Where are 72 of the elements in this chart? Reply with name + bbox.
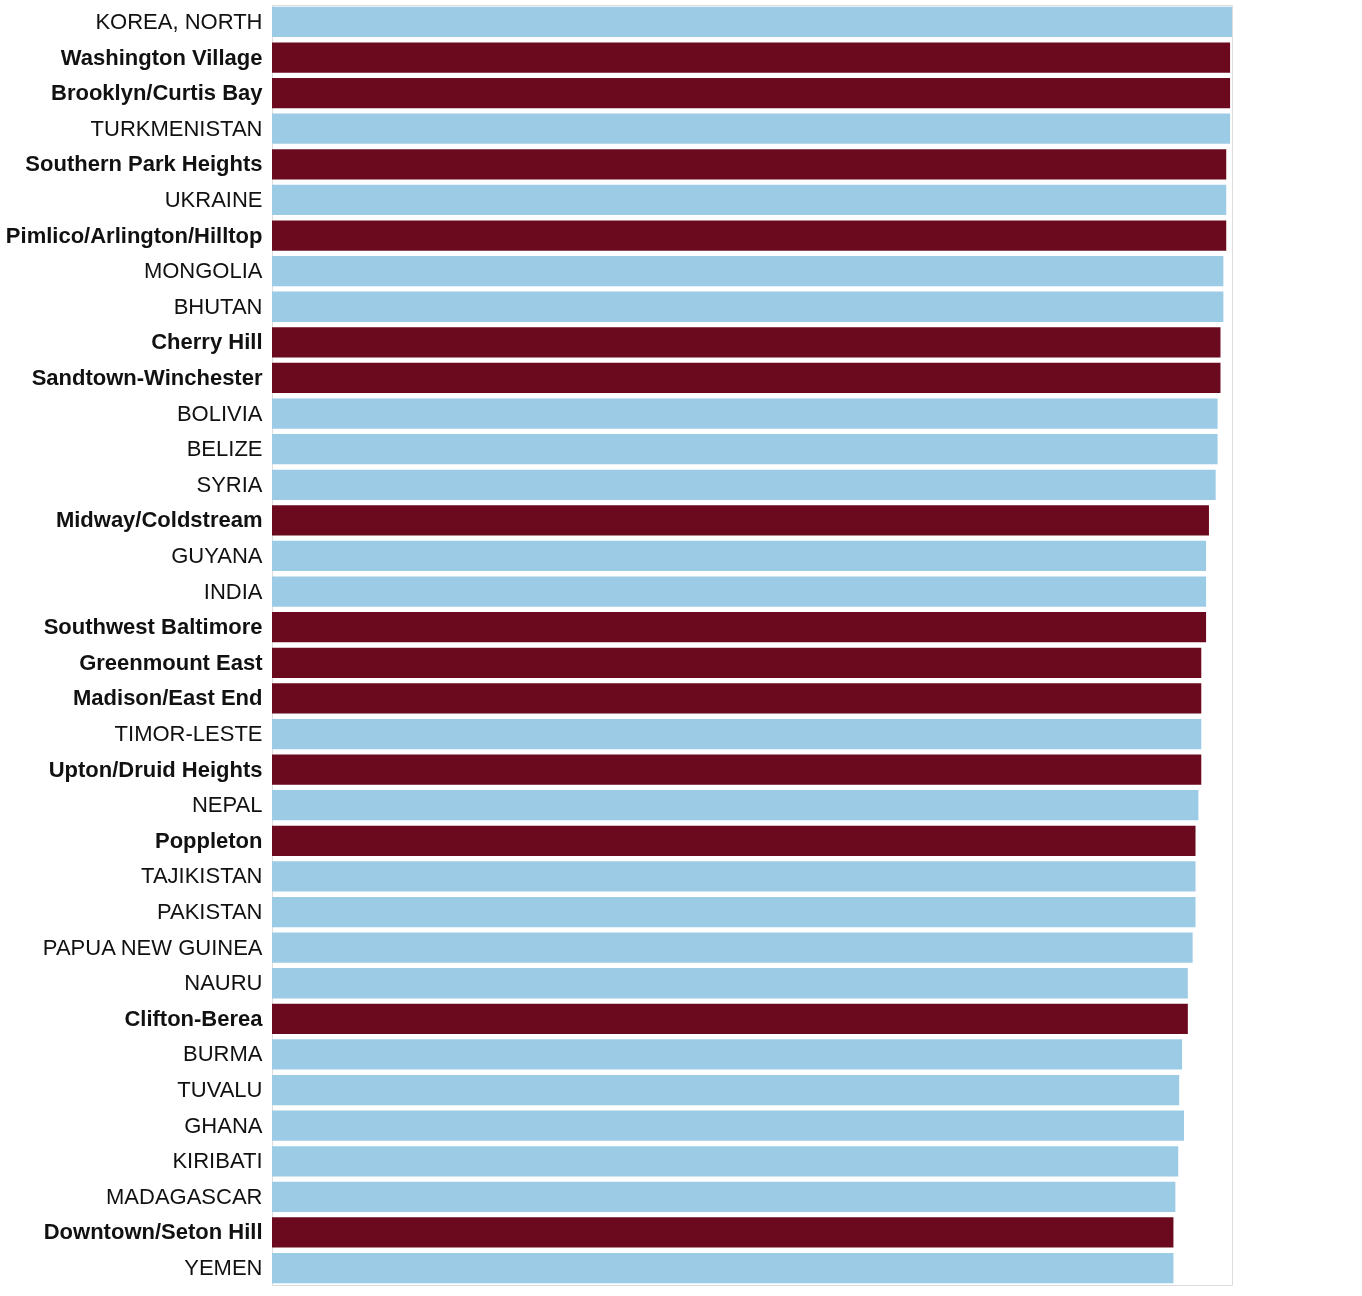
bar (272, 327, 1221, 358)
bar (272, 184, 1227, 216)
y-tick-label: Upton/Druid Heights (48, 756, 263, 782)
bar (272, 576, 1207, 607)
bar (272, 469, 1216, 500)
bar (272, 220, 1227, 251)
y-tick-label: TURKMENISTAN (90, 115, 263, 141)
y-tick-label: NAURU (184, 970, 263, 996)
y-tick-label: MADAGASCAR (106, 1183, 263, 1209)
y-tick-label: Cherry Hill (151, 329, 263, 355)
y-tick-label: TAJIKISTAN (141, 863, 263, 889)
y-tick-label: Poppleton (154, 827, 263, 853)
bar (272, 540, 1207, 572)
bar (272, 398, 1218, 429)
y-tick-label: YEMEN (184, 1255, 263, 1281)
bar (272, 256, 1224, 287)
bar (272, 1252, 1174, 1284)
y-tick-label: Greenmount East (79, 649, 264, 675)
bar (272, 1039, 1183, 1070)
y-tick-label: NEPAL (191, 792, 263, 818)
bar (272, 1217, 1174, 1248)
y-tick-label: SYRIA (196, 471, 263, 497)
bar (272, 754, 1202, 785)
y-tick-label: MONGOLIA (143, 258, 263, 284)
bar (272, 1146, 1179, 1177)
bar (272, 505, 1209, 536)
bar (272, 434, 1218, 465)
y-tick-label: INDIA (203, 578, 263, 604)
y-tick-label: Clifton-Berea (124, 1005, 264, 1031)
bar (272, 612, 1207, 643)
y-tick-label: Madison/East End (73, 685, 263, 711)
bar (272, 77, 1231, 109)
y-tick-label: Washington Village (60, 44, 263, 70)
y-tick-label: KOREA, NORTH (95, 8, 263, 34)
bar (272, 149, 1227, 180)
bar (272, 42, 1231, 73)
y-tick-label: Southern Park Heights (25, 151, 263, 177)
bar (272, 1181, 1176, 1213)
y-tick-label: TIMOR-LESTE (114, 721, 263, 747)
bar (272, 825, 1196, 856)
bar (272, 896, 1196, 928)
y-tick-label: BELIZE (186, 436, 263, 462)
y-tick-label: PAKISTAN (156, 899, 263, 925)
bar (272, 861, 1196, 892)
bar (272, 291, 1224, 322)
bar (272, 1074, 1180, 1106)
y-tick-label: Southwest Baltimore (43, 614, 263, 640)
y-tick-label: Pimlico/Arlington/Hilltop (5, 222, 263, 248)
bar (272, 932, 1193, 963)
y-tick-label: Sandtown-Winchester (31, 364, 263, 390)
bar (272, 790, 1199, 821)
y-tick-label: UKRAINE (164, 186, 263, 212)
bar (272, 1003, 1188, 1034)
bar (272, 968, 1188, 999)
bar (272, 362, 1221, 394)
y-tick-label: GUYANA (171, 542, 263, 568)
bar (272, 683, 1202, 714)
y-tick-label: BHUTAN (173, 293, 263, 319)
bar (272, 1110, 1184, 1141)
y-tick-label: Brooklyn/Curtis Bay (51, 80, 264, 106)
bar (272, 113, 1231, 144)
y-tick-label: Downtown/Seton Hill (43, 1219, 263, 1245)
bar (272, 6, 1232, 38)
bar (272, 647, 1202, 678)
y-tick-label: BURMA (183, 1041, 263, 1067)
y-tick-label: BOLIVIA (176, 400, 263, 426)
bar (272, 718, 1202, 750)
y-tick-label: GHANA (184, 1112, 263, 1138)
y-tick-label: PAPUA NEW GUINEA (42, 934, 263, 960)
y-tick-label: TUVALU (177, 1077, 263, 1103)
y-tick-label: KIRIBATI (172, 1148, 263, 1174)
y-tick-label: Midway/Coldstream (55, 507, 263, 533)
